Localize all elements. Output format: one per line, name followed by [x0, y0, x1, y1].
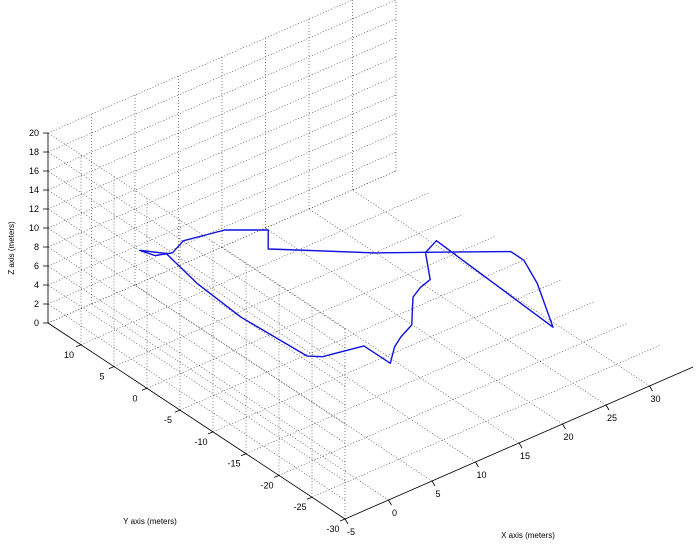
z-tick-label: 8 — [34, 242, 39, 252]
floor-gridline-y — [179, 257, 529, 411]
x-tick-mark — [388, 499, 392, 506]
y-tick-mark — [339, 518, 346, 522]
z-tick-label: 20 — [29, 128, 39, 138]
floor-gridline-x — [221, 246, 520, 444]
back-wall-gridline-z — [47, 170, 397, 324]
z-tick-label: 12 — [29, 204, 39, 214]
side-wall-gridline-z — [47, 303, 346, 501]
floor-gridline-x — [178, 265, 476, 463]
tick-labels-layer: -5 0 5 10 15 20 25 30 -30 -25 -20 -15 -10 -5 0 5 10 0 2 4 6 8… — [29, 128, 661, 537]
x-tick-label: 10 — [476, 470, 486, 480]
side-wall-gridline-z — [47, 170, 346, 368]
z-tick-label: 0 — [34, 318, 39, 328]
floor-gridline-y — [80, 192, 430, 346]
y-tick-mark — [75, 344, 82, 348]
back-wall-gridline-z — [47, 113, 397, 267]
side-wall-gridline-z — [47, 208, 346, 406]
x-tick-mark — [518, 442, 523, 449]
x-tick-mark — [475, 461, 479, 468]
floor-gridline-y — [113, 214, 463, 367]
y-tick-label: -10 — [194, 437, 207, 447]
floor-gridline-y — [245, 301, 595, 454]
z-tick-label: 6 — [34, 261, 39, 271]
floor-gridline-y — [311, 344, 661, 498]
z-tick-label: 16 — [29, 166, 39, 176]
side-wall-gridline-z — [47, 151, 346, 349]
y-tick-label: -25 — [293, 502, 306, 512]
y-tick-label: -30 — [326, 524, 339, 534]
side-wall-gridline-z — [47, 189, 346, 387]
back-wall-gridline-z — [47, 0, 397, 153]
y-tick-label: 5 — [99, 372, 104, 382]
axes-layer — [43, 132, 694, 525]
y-tick-mark — [273, 475, 280, 478]
floor-gridline-y — [278, 323, 628, 476]
back-wall-gridline-z — [47, 151, 397, 305]
x-tick-label: 20 — [563, 432, 573, 442]
x-tick-label: -5 — [347, 527, 355, 537]
y-axis-line — [47, 322, 346, 520]
back-wall-gridline-z — [47, 0, 354, 134]
back-wall-gridline-z — [47, 75, 397, 229]
grid-layer — [47, 0, 694, 520]
back-wall-gridline-z — [47, 37, 397, 191]
y-tick-mark — [174, 409, 181, 413]
y-tick-mark — [108, 366, 115, 369]
x-tick-label: 30 — [650, 394, 660, 404]
floor-gridline-x — [134, 284, 433, 482]
z-tick-label: 10 — [29, 223, 39, 233]
y-tick-label: 0 — [132, 393, 137, 403]
x-tick-mark — [649, 385, 653, 392]
y-tick-mark — [306, 496, 313, 500]
side-wall-gridline-z — [47, 265, 346, 463]
x-tick-label: 25 — [607, 413, 617, 423]
y-axis-label: Y axis (meters) — [123, 517, 177, 526]
x-tick-mark — [605, 404, 610, 411]
x-tick-mark — [431, 480, 436, 487]
x-tick-mark — [344, 518, 349, 525]
side-wall-gridline-z — [47, 284, 346, 482]
z-tick-label: 4 — [34, 280, 39, 290]
x-axis-label: X axis (meters) — [501, 531, 555, 540]
x-tick-mark — [562, 423, 566, 430]
y-tick-mark — [240, 453, 247, 457]
x-tick-label: 15 — [520, 451, 530, 461]
back-wall-gridline-z — [47, 94, 397, 248]
back-wall-gridline-z — [47, 56, 397, 210]
back-wall-gridline-z — [47, 18, 397, 172]
floor-gridline-x — [91, 303, 389, 501]
trajectory-line — [139, 229, 554, 364]
z-tick-label: 14 — [29, 185, 39, 195]
x-tick-label: 0 — [392, 508, 397, 518]
y-tick-mark — [207, 431, 214, 435]
side-wall-gridline-z — [47, 227, 346, 425]
floor-gridline-y — [212, 279, 562, 433]
floor-gridline-x — [265, 227, 563, 425]
x-tick-label: 5 — [435, 489, 440, 499]
y-tick-label: 10 — [64, 350, 74, 360]
y-tick-label: -15 — [227, 459, 240, 469]
floor-gridline-y — [146, 236, 496, 389]
side-wall-gridline-z — [47, 246, 346, 444]
y-tick-label: -5 — [164, 415, 172, 425]
back-wall-gridline-z — [47, 132, 397, 286]
y-tick-mark — [141, 387, 148, 391]
y-tick-label: -20 — [260, 480, 273, 490]
z-tick-label: 2 — [34, 299, 39, 309]
series-layer — [139, 229, 554, 364]
z-tick-label: 18 — [29, 147, 39, 157]
side-wall-gridline-z — [47, 132, 346, 330]
floor-gridline-x — [308, 208, 607, 406]
z-axis-label: Z axis (meters) — [7, 221, 16, 275]
